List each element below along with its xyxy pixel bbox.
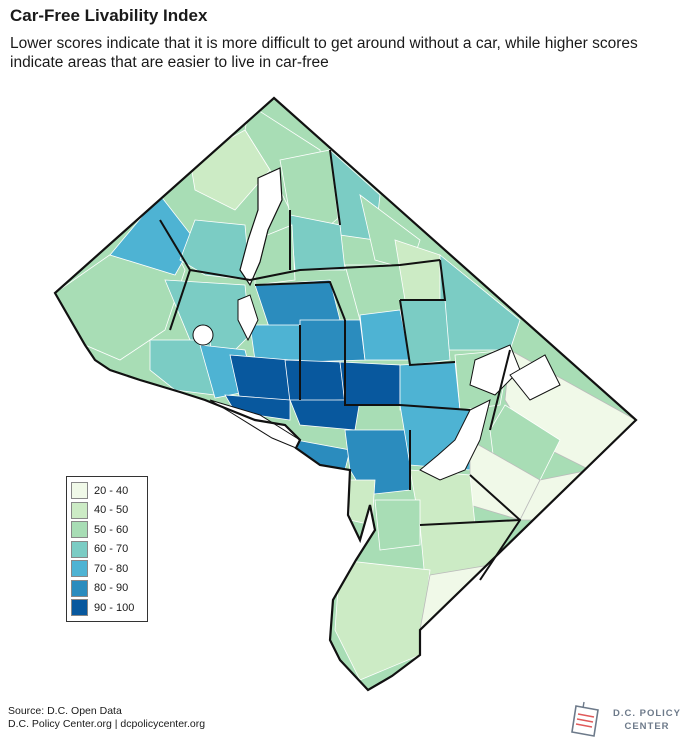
legend-item: 90 - 100 — [71, 598, 147, 618]
tract-shaw — [299, 319, 366, 363]
reservoir — [192, 324, 214, 346]
anacostia-river — [419, 399, 491, 481]
capitol-dome-icon — [571, 701, 599, 737]
legend: 20 - 40 40 - 50 50 - 60 60 - 70 70 - 80 … — [66, 476, 148, 622]
tract-tenleytown — [179, 219, 251, 281]
logo-line-1: D.C. POLICY — [612, 708, 681, 719]
tract-dupont — [229, 354, 291, 401]
legend-item: 80 - 90 — [71, 579, 147, 599]
tract-woodridge — [439, 254, 521, 351]
tract-bolling — [347, 479, 376, 526]
legend-item: 50 - 60 — [71, 520, 147, 540]
tract-cleveland-park — [164, 279, 251, 356]
legend-label: 60 - 70 — [94, 543, 129, 556]
legend-item: 70 - 80 — [71, 559, 147, 579]
legend-swatch — [71, 599, 88, 617]
legend-label: 90 - 100 — [94, 601, 135, 614]
neighborhood-tracts — [55, 104, 636, 681]
legend-label: 20 - 40 — [94, 484, 129, 497]
map-title: Car-Free Livability Index — [10, 6, 208, 25]
legend-label: 40 - 50 — [94, 504, 129, 517]
logo-line-2: CENTER — [624, 721, 670, 732]
legend-swatch — [71, 579, 88, 597]
source-line: Source: D.C. Open Data — [8, 705, 122, 717]
legend-item: 20 - 40 — [71, 481, 147, 501]
legend-swatch — [71, 482, 88, 500]
rock-creek-park — [239, 167, 283, 287]
legend-swatch — [71, 521, 88, 539]
source-note: Source: D.C. Open Data D.C. Policy Cente… — [8, 705, 205, 731]
tract-capitol-hill-west — [339, 361, 401, 406]
legend-swatch — [71, 501, 88, 519]
dc-policy-center-logo: D.C. POLICY CENTER — [570, 700, 688, 742]
legend-item: 60 - 70 — [71, 540, 147, 560]
tract-capitol-hill — [399, 361, 461, 411]
tract-barry-farm — [374, 499, 421, 551]
tract-bellevue — [334, 559, 431, 681]
east-park — [509, 354, 561, 401]
dc-boundary-outline — [53, 96, 638, 692]
legend-label: 70 - 80 — [94, 562, 129, 575]
legend-item: 40 - 50 — [71, 501, 147, 521]
legend-swatch — [71, 560, 88, 578]
credit-line: D.C. Policy Center.org | dcpolicycenter.… — [8, 718, 206, 730]
legend-label: 80 - 90 — [94, 582, 129, 595]
map-subtitle: Lower scores indicate that it is more di… — [10, 35, 638, 71]
legend-swatch — [71, 540, 88, 558]
tract-downtown — [284, 359, 346, 403]
rock-creek-park-lower — [237, 294, 259, 342]
ward-boundary-lines — [159, 149, 522, 581]
legend-label: 50 - 60 — [94, 523, 129, 536]
tract-adams-morgan — [249, 324, 301, 361]
tract-navy-yard — [344, 429, 411, 496]
